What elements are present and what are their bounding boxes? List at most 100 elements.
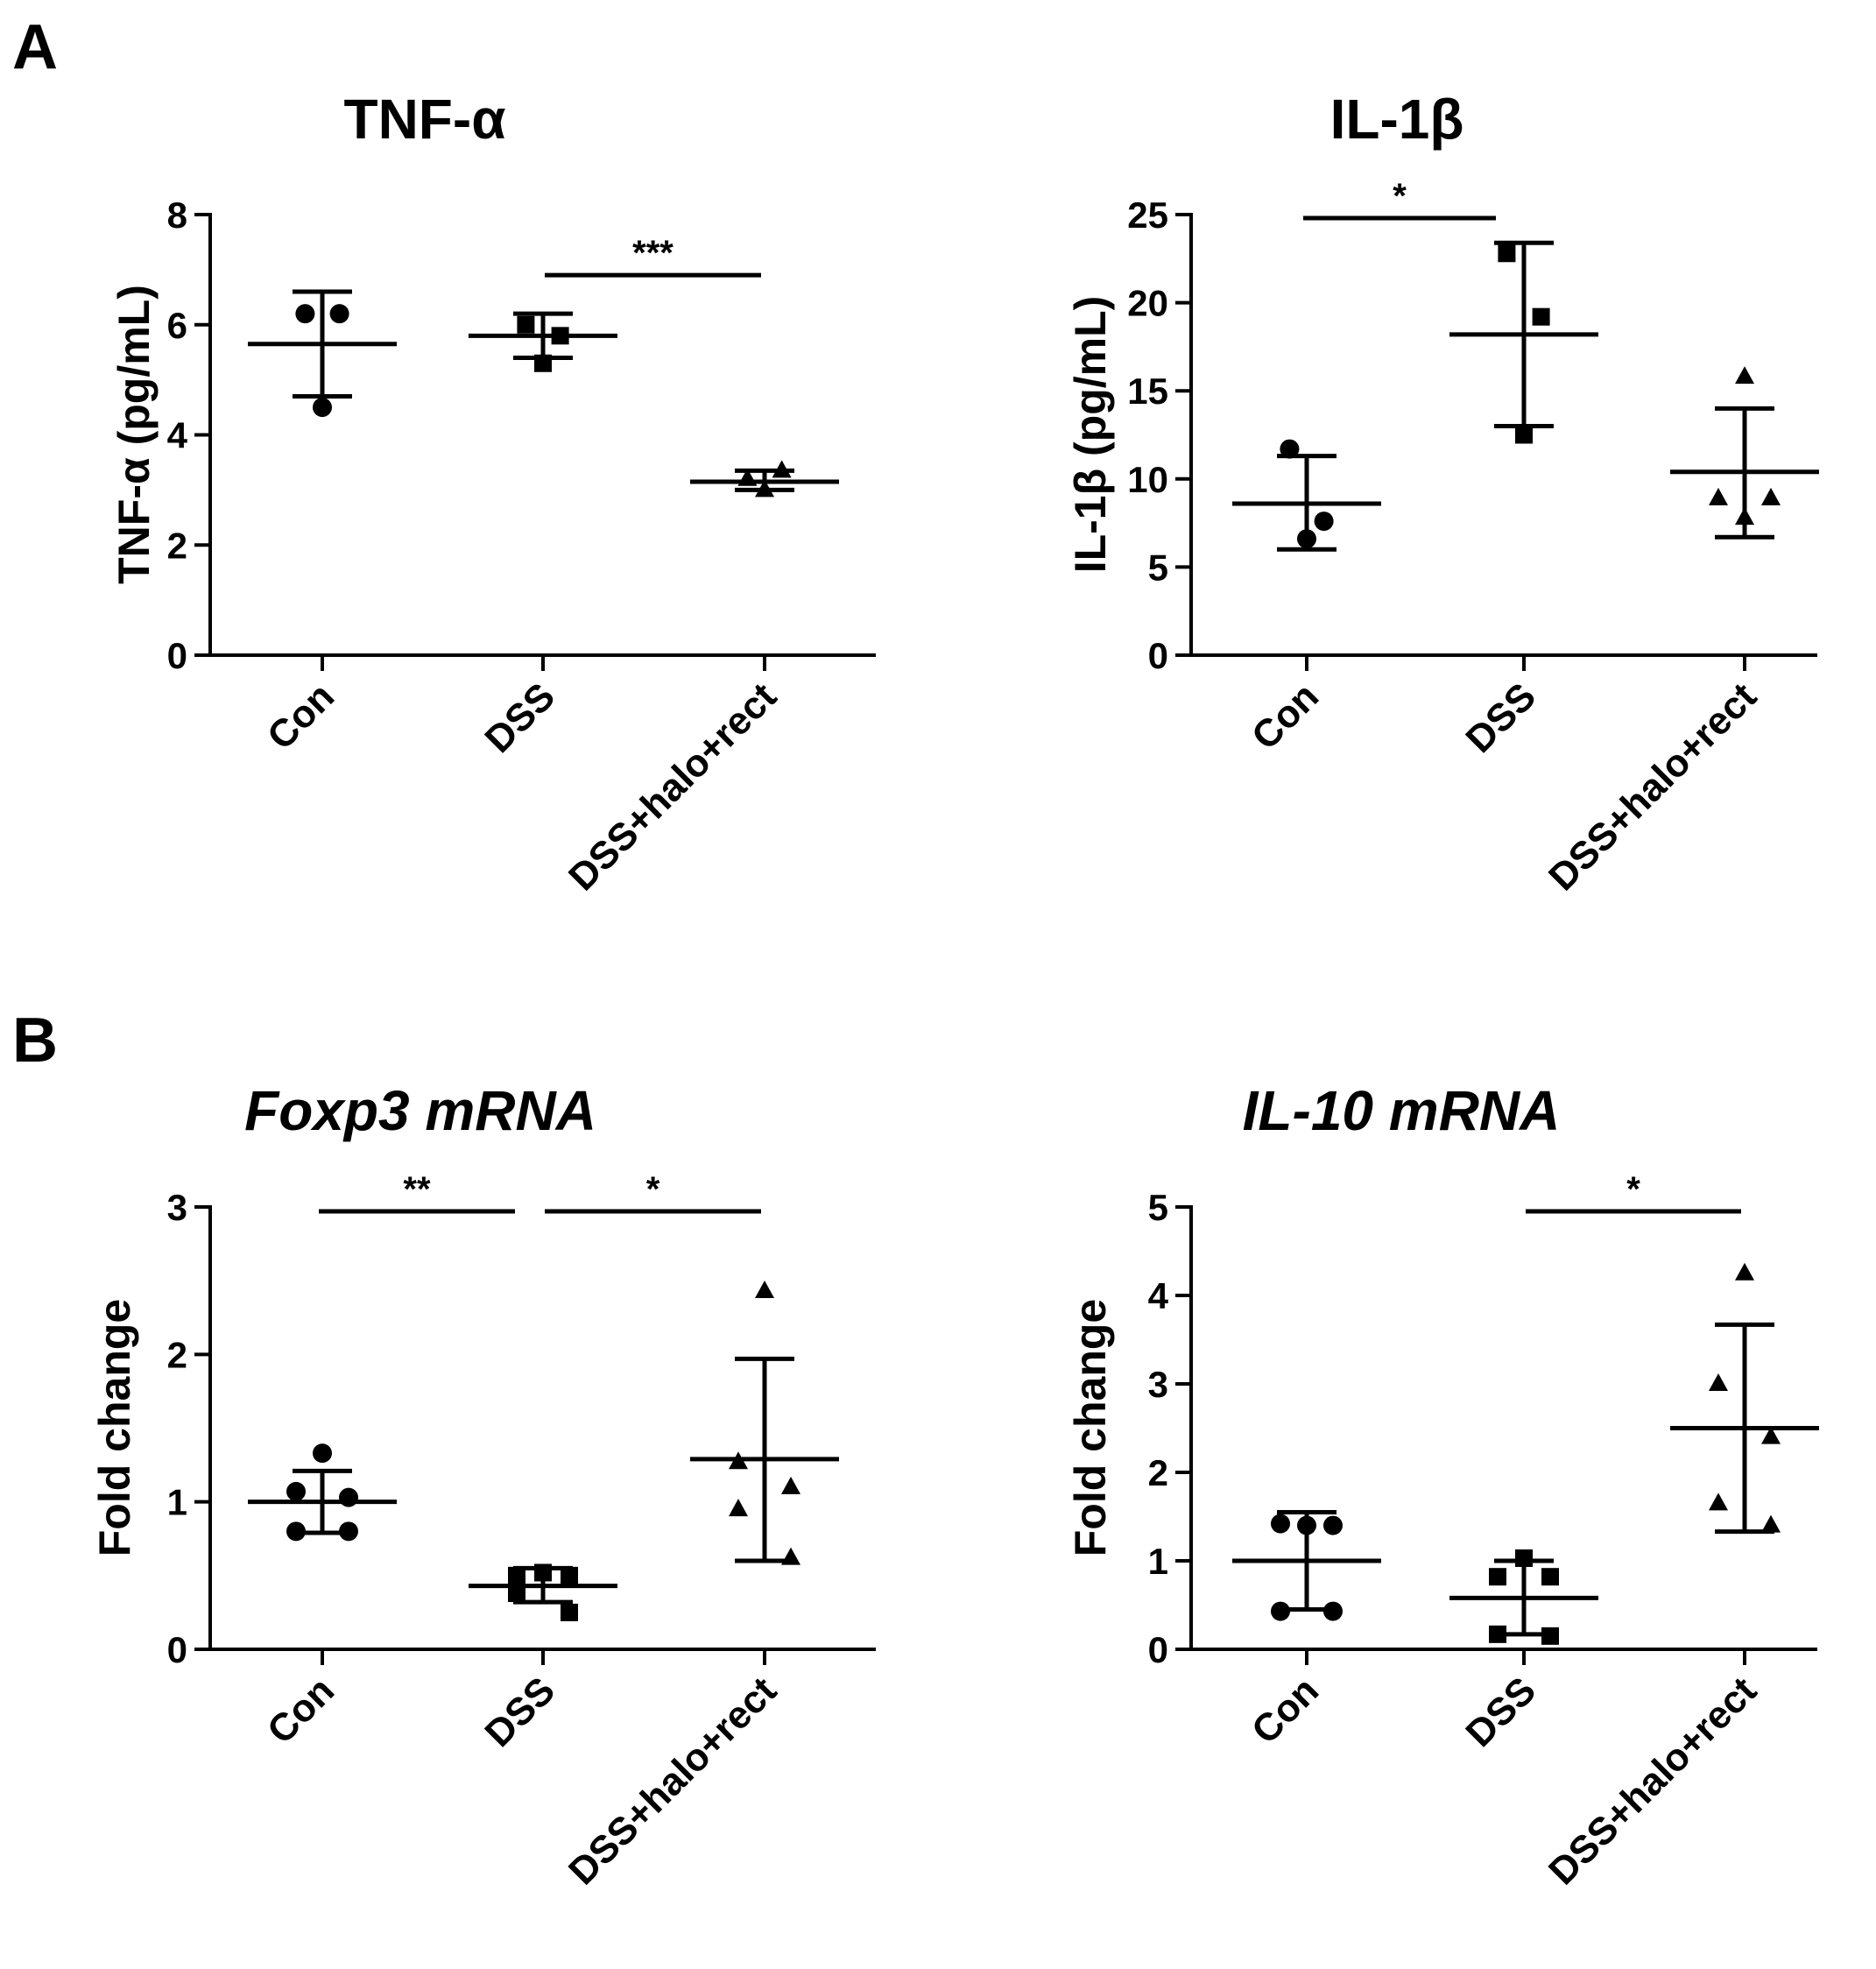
data-point (313, 398, 332, 418)
data-point (551, 327, 569, 345)
significance-label: ** (403, 1170, 431, 1209)
x-tick-label: Con (259, 1669, 342, 1752)
x-tick-label: DSS (476, 674, 563, 761)
data-point (1323, 1515, 1343, 1535)
data-point (517, 315, 535, 334)
y-tick-label: 1 (1148, 1541, 1168, 1582)
data-point (1314, 512, 1334, 532)
y-tick-label: 4 (1148, 1275, 1169, 1316)
significance-label: * (1626, 1170, 1640, 1209)
data-point (1735, 366, 1754, 385)
x-tick-label: DSS (1457, 674, 1544, 761)
data-point (534, 1563, 552, 1582)
data-point (329, 304, 349, 324)
data-point (1541, 1568, 1559, 1586)
y-tick-label: 5 (1148, 1187, 1168, 1228)
data-point (1489, 1625, 1506, 1643)
y-tick-label: 15 (1127, 371, 1168, 412)
data-point (1271, 1601, 1290, 1621)
data-point (1709, 1493, 1728, 1511)
chart-title: Foxp3 mRNA (244, 1079, 596, 1142)
data-point (339, 1487, 358, 1507)
data-point (1498, 244, 1516, 263)
y-axis-label: Fold change (1066, 1299, 1115, 1556)
chart-title: IL-1β (1330, 88, 1464, 151)
y-tick-label: 2 (167, 525, 187, 566)
x-tick-label: Con (1244, 1669, 1327, 1752)
data-point (781, 1476, 800, 1494)
y-tick-label: 4 (167, 415, 188, 456)
data-point (534, 354, 552, 372)
data-point (561, 1566, 578, 1584)
significance-label: * (1393, 177, 1407, 215)
data-point (1297, 1515, 1316, 1535)
chart-4: IL-10 mRNA Fold change 0 1 2 3 4 5 Con DSSDSS+hal… (1066, 1079, 1819, 1893)
x-tick-label: DSS+halo+rect (561, 1669, 785, 1893)
panel-label-b: B (12, 1006, 58, 1076)
data-point (755, 479, 774, 498)
data-point (1541, 1627, 1559, 1645)
y-tick-label: 0 (167, 635, 187, 676)
y-tick-label: 8 (167, 194, 187, 236)
data-point (286, 1521, 306, 1542)
data-point (1761, 487, 1781, 505)
data-point (508, 1584, 525, 1603)
data-point (286, 1481, 306, 1501)
data-point (737, 468, 758, 486)
chart-2: IL-1β IL-1β (pg/mL) 0 5 10 15 20 25 Con DSSDSS+ha… (1066, 88, 1819, 899)
x-tick-label: DSS+halo+rect (1541, 1669, 1765, 1893)
chart-title: TNF-α (343, 88, 505, 151)
x-tick-label: Con (1244, 674, 1327, 758)
data-point (1280, 439, 1300, 459)
data-point (1489, 1568, 1506, 1586)
data-point (339, 1521, 358, 1542)
data-point (313, 1443, 332, 1464)
chart-title: IL-10 mRNA (1243, 1079, 1561, 1142)
data-point (1709, 487, 1728, 505)
y-tick-label: 3 (167, 1187, 187, 1228)
data-point (1735, 507, 1754, 526)
x-tick-label: DSS (1457, 1669, 1544, 1755)
y-tick-label: 3 (1148, 1364, 1168, 1405)
y-tick-label: 2 (167, 1334, 187, 1375)
data-point (772, 460, 792, 478)
data-point (1515, 426, 1533, 444)
y-tick-label: 0 (1148, 1629, 1168, 1670)
panel-label-a: A (12, 12, 58, 82)
data-point (729, 1499, 748, 1517)
data-point (508, 1566, 525, 1584)
y-axis-label: IL-1β (pg/mL) (1066, 296, 1115, 574)
chart-1: TNF-α TNF-α (pg/mL) 0 2 4 6 8 Con DSSDSS+halo+re… (109, 88, 876, 899)
data-point (1709, 1373, 1728, 1391)
x-tick-label: Con (259, 674, 342, 758)
data-point (1271, 1514, 1290, 1534)
x-tick-label: DSS (476, 1669, 563, 1755)
data-point (561, 1603, 578, 1621)
data-point (755, 1280, 774, 1298)
data-point (1532, 307, 1550, 326)
significance-label: *** (632, 234, 674, 272)
data-point (1761, 1514, 1781, 1533)
data-point (1735, 1262, 1754, 1281)
y-tick-label: 2 (1148, 1452, 1168, 1493)
data-point (295, 304, 315, 324)
y-tick-label: 1 (167, 1482, 187, 1523)
data-point (729, 1451, 748, 1470)
y-tick-label: 10 (1127, 459, 1168, 500)
x-tick-label: DSS+halo+rect (561, 674, 785, 899)
y-tick-label: 20 (1127, 283, 1168, 324)
y-tick-label: 0 (1148, 635, 1168, 676)
data-point (1297, 529, 1316, 549)
y-tick-label: 0 (167, 1629, 187, 1670)
data-point (1515, 1549, 1533, 1567)
data-point (1761, 1426, 1781, 1444)
x-tick-label: DSS+halo+rect (1541, 674, 1765, 899)
y-tick-label: 6 (167, 305, 187, 346)
chart-3: Foxp3 mRNA Fold change 0 1 2 3 Con DSSDSS+halo+… (90, 1079, 876, 1893)
y-axis-label: Fold change (90, 1299, 139, 1556)
significance-label: * (646, 1170, 660, 1209)
y-axis-label: TNF-α (pg/mL) (109, 285, 159, 584)
y-tick-label: 5 (1148, 547, 1168, 588)
